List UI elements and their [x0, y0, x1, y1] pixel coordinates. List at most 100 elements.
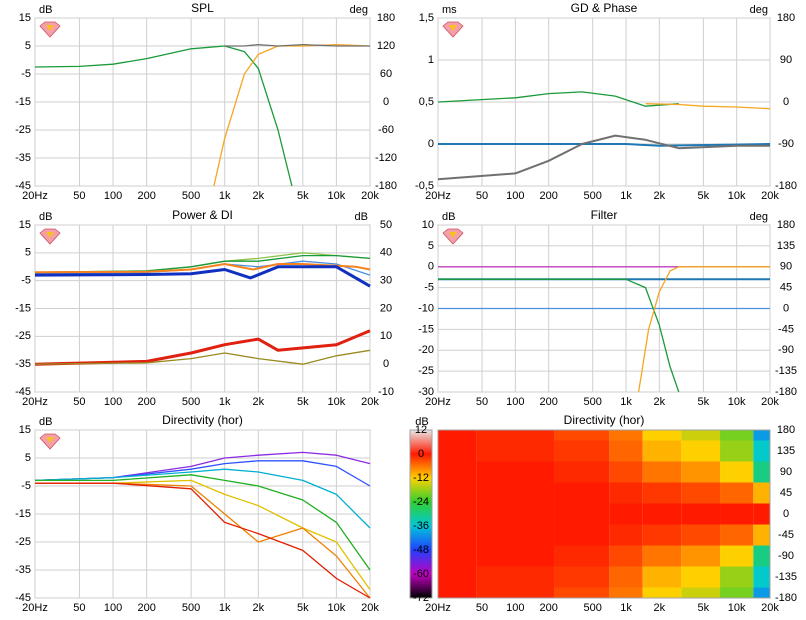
- x-tick-label: 10k: [728, 190, 746, 202]
- heat-cell: [642, 524, 682, 546]
- x-tick-label: 2k: [253, 602, 265, 614]
- x-tick-label: 5k: [698, 190, 710, 202]
- colorbar-tick-label: -12: [413, 472, 429, 484]
- x-tick-label: 1k: [219, 190, 231, 202]
- y2-tick-label: 120: [377, 40, 395, 52]
- y-axis-label: dB: [415, 416, 428, 428]
- y-axis-label: dB: [39, 211, 52, 223]
- x-tick-label: 10k: [328, 190, 346, 202]
- y-tick-label: -35: [15, 358, 31, 370]
- heat-cell: [720, 524, 754, 546]
- y2-tick-label: -45: [778, 323, 794, 335]
- y-tick-label: -25: [15, 330, 31, 342]
- y-tick-label: -45: [15, 180, 31, 192]
- x-tick-label: 200: [137, 396, 155, 408]
- heat-cell: [476, 482, 555, 504]
- x-tick-label: 500: [584, 602, 602, 614]
- heat-cell: [609, 430, 643, 441]
- x-tick-label: 500: [584, 396, 602, 408]
- x-tick-label: 100: [506, 602, 524, 614]
- y-tick-label: 135: [777, 445, 795, 457]
- y2-tick-label: -180: [775, 180, 797, 192]
- x-tick-label: 50: [476, 602, 488, 614]
- series-line: [637, 266, 770, 393]
- chart-title: Directivity (hor): [162, 413, 243, 427]
- x-tick-label: 20Hz: [22, 190, 48, 202]
- heat-cell: [720, 503, 754, 525]
- x-tick-label: 10k: [328, 396, 346, 408]
- x-tick-label: 20Hz: [22, 396, 48, 408]
- y2-axis-label: deg: [350, 4, 368, 16]
- x-tick-label: 20k: [361, 602, 379, 614]
- series-line: [34, 349, 371, 365]
- y-axis-label: dB: [39, 416, 52, 428]
- x-tick-label: 20k: [361, 190, 379, 202]
- series-line: [224, 43, 370, 47]
- series-line: [34, 265, 371, 288]
- heat-cell: [642, 566, 682, 588]
- heat-cell: [681, 545, 721, 567]
- x-tick-label: 500: [182, 602, 200, 614]
- heat-cell: [642, 503, 682, 525]
- heat-cell: [609, 524, 643, 546]
- y-tick-label: -135: [775, 571, 797, 583]
- heat-cell: [609, 503, 643, 525]
- x-tick-label: 100: [104, 602, 122, 614]
- colorbar-tick-label: 0: [418, 448, 424, 460]
- x-tick-label: 200: [137, 190, 155, 202]
- heat-cell: [681, 430, 721, 441]
- x-tick-label: 1k: [620, 602, 632, 614]
- x-tick-label: 100: [506, 190, 524, 202]
- y2-tick-label: 20: [380, 302, 392, 314]
- x-tick-label: 50: [73, 602, 85, 614]
- heat-cell: [681, 440, 721, 462]
- x-tick-label: 20k: [761, 396, 779, 408]
- y2-tick-label: -90: [778, 138, 794, 150]
- heat-cell: [753, 587, 770, 598]
- x-tick-label: 5k: [297, 396, 309, 408]
- heat-cell: [554, 461, 610, 483]
- y-tick-label: -30: [418, 386, 434, 398]
- x-tick-label: 20Hz: [425, 396, 451, 408]
- y-tick-label: -15: [15, 96, 31, 108]
- y-tick-label: 45: [780, 487, 792, 499]
- heat-cell: [720, 430, 754, 441]
- y2-tick-label: 135: [777, 240, 795, 252]
- series-line: [34, 329, 371, 366]
- heat-cell: [476, 566, 555, 588]
- y-tick-label: -15: [15, 302, 31, 314]
- colorbar-tick-label: -36: [413, 520, 429, 532]
- y-tick-label: 90: [780, 466, 792, 478]
- x-tick-label: 20k: [761, 190, 779, 202]
- y2-tick-label: 45: [780, 282, 792, 294]
- heat-cell: [609, 440, 643, 462]
- heat-cell: [554, 430, 610, 441]
- heat-cell: [642, 430, 682, 441]
- y2-tick-label: 180: [377, 12, 395, 24]
- y-tick-label: -20: [418, 344, 434, 356]
- x-tick-label: 2k: [654, 396, 666, 408]
- heat-cell: [554, 587, 610, 598]
- heat-cell: [554, 482, 610, 504]
- y2-tick-label: -120: [375, 152, 397, 164]
- heat-cell: [681, 566, 721, 588]
- series-line: [645, 103, 771, 110]
- heat-cell: [753, 430, 770, 441]
- heat-cell: [554, 566, 610, 588]
- y-tick-label: 180: [777, 424, 795, 436]
- heat-cell: [438, 430, 477, 441]
- y2-tick-label: -135: [775, 365, 797, 377]
- y-tick-label: -45: [15, 386, 31, 398]
- y2-tick-label: 40: [380, 247, 392, 259]
- y-tick-label: -15: [15, 508, 31, 520]
- heat-cell: [681, 503, 721, 525]
- y-tick-label: -5: [21, 275, 31, 287]
- x-tick-label: 20k: [761, 602, 779, 614]
- x-tick-label: 100: [506, 396, 524, 408]
- x-tick-label: 500: [182, 190, 200, 202]
- y2-tick-label: 30: [380, 275, 392, 287]
- y2-tick-label: 0: [383, 96, 389, 108]
- x-tick-label: 5k: [698, 602, 710, 614]
- plot-border: [437, 429, 771, 599]
